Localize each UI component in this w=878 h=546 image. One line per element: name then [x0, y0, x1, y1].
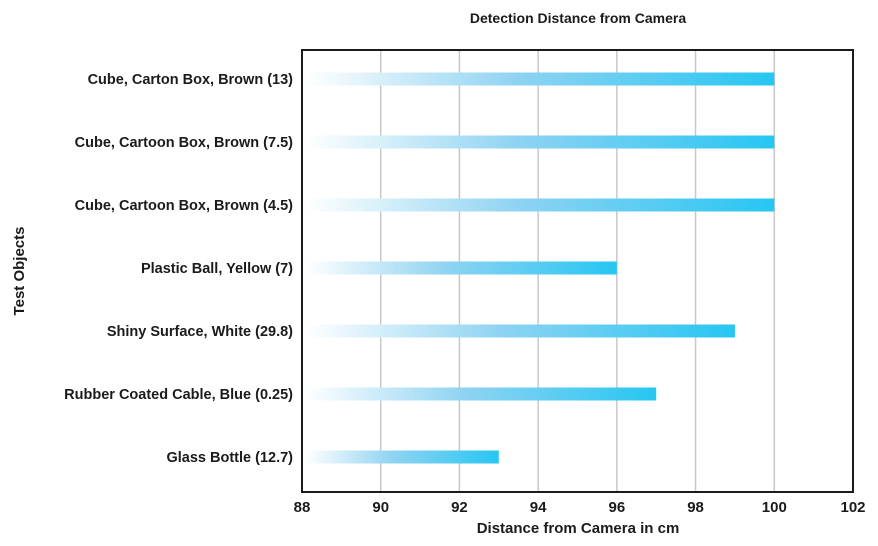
x-tick-label: 100 — [762, 499, 787, 516]
category-label: Cube, Cartoon Box, Brown (4.5) — [75, 198, 293, 214]
bar — [306, 324, 735, 338]
bar — [306, 261, 617, 275]
category-label: Cube, Cartoon Box, Brown (7.5) — [75, 135, 293, 151]
category-label: Plastic Ball, Yellow (7) — [141, 261, 293, 277]
bar — [306, 198, 775, 212]
bar — [306, 387, 657, 401]
x-tick-label: 98 — [687, 499, 704, 516]
bars — [306, 72, 775, 464]
x-tick-label: 88 — [294, 499, 311, 516]
x-axis-label: Distance from Camera in cm — [477, 520, 680, 537]
x-tick-labels: 88 90 92 94 96 98 100 102 — [294, 499, 866, 516]
chart-title: Detection Distance from Camera — [470, 10, 687, 26]
bar — [306, 135, 775, 149]
category-label: Shiny Surface, White (29.8) — [107, 324, 293, 340]
x-tick-label: 92 — [451, 499, 468, 516]
x-tick-label: 94 — [530, 499, 547, 516]
y-axis-label: Test Objects — [11, 227, 28, 316]
x-tick-label: 102 — [840, 499, 865, 516]
bar — [306, 450, 499, 464]
category-label: Cube, Carton Box, Brown (13) — [88, 72, 294, 88]
plot-frame — [301, 49, 854, 493]
bar — [306, 72, 775, 86]
category-labels: Cube, Carton Box, Brown (13) Cube, Cartoo… — [64, 72, 293, 466]
x-tick-label: 96 — [609, 499, 626, 516]
category-label: Glass Bottle (12.7) — [166, 450, 293, 466]
x-tick-label: 90 — [372, 499, 389, 516]
category-label: Rubber Coated Cable, Blue (0.25) — [64, 387, 293, 403]
